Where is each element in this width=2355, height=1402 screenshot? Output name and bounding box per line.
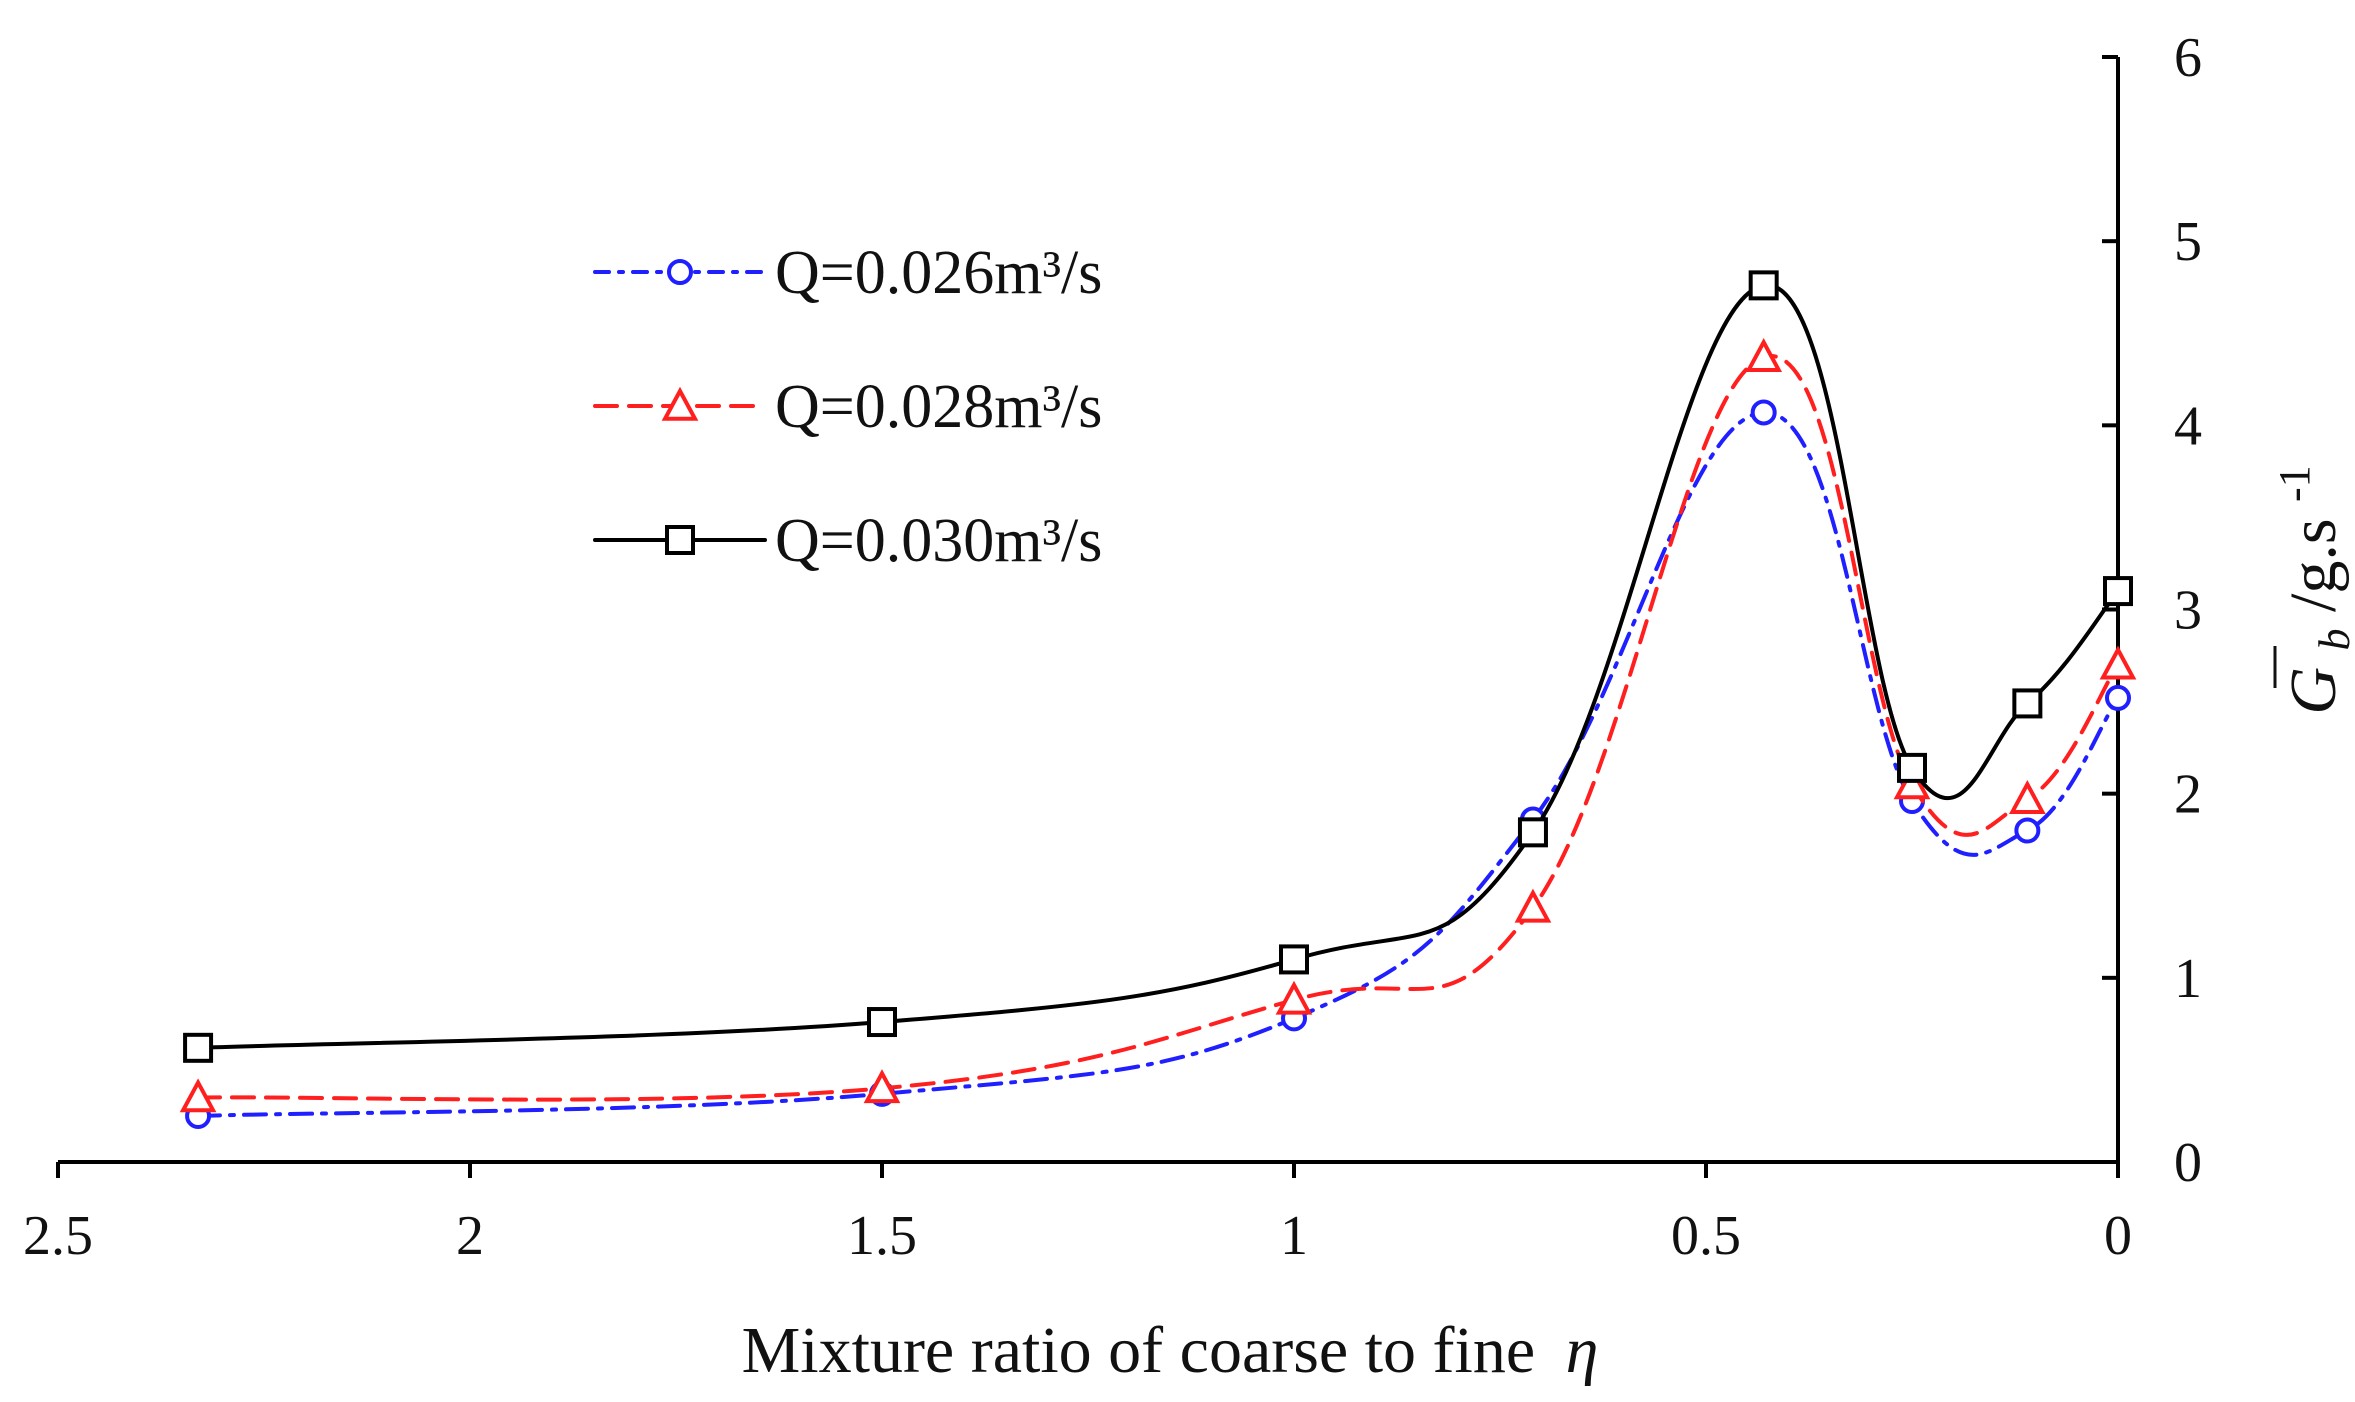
x-axis-title-text: Mixture ratio of coarse to fine (742, 1314, 1536, 1387)
y-tick-label: 5 (2174, 211, 2202, 273)
y-axis-title-subscript: b (2310, 629, 2355, 651)
legend-label: Q=0.030m³/s (775, 507, 1102, 575)
legend: Q=0.026m³/s Q=0.028m³/s Q=0.030m³/s (593, 239, 1102, 575)
data-point (1897, 752, 1927, 783)
y-axis-title-unit: /g.s (2277, 518, 2350, 612)
legend-entry: Q=0.030m³/s (593, 507, 1102, 575)
legend-label: Q=0.026m³/s (775, 239, 1102, 307)
x-tick-label: 0.5 (1671, 1205, 1741, 1267)
legend-label: Q=0.028m³/s (775, 373, 1102, 441)
series-line-3 (196, 283, 2120, 1050)
data-point (2009, 779, 2046, 814)
y-tick-label: 2 (2174, 764, 2202, 826)
legend-entry: Q=0.028m³/s (593, 373, 1102, 441)
x-tick-label: 1.5 (847, 1205, 917, 1267)
y-tick-label: 0 (2174, 1132, 2202, 1194)
axes: 2.5 2 1.5 1 0.5 00 1 2 3 4 5 6 (23, 27, 2202, 1267)
series-layer (179, 270, 2137, 1129)
y-tick-label: 1 (2174, 948, 2202, 1010)
legend-entry: Q=0.026m³/s (593, 239, 1102, 307)
y-tick-label: 4 (2174, 395, 2202, 457)
y-axis-title-variable: G (2277, 667, 2350, 715)
data-point (1750, 399, 1777, 426)
data-point (2012, 688, 2043, 719)
legend-marker (661, 386, 699, 421)
series-line-1 (196, 410, 2120, 1118)
legend-marker (665, 525, 695, 555)
x-axis-title-variable: η (1566, 1314, 1599, 1387)
data-point (1517, 817, 1548, 848)
data-point (863, 1069, 901, 1104)
series-line-2 (196, 354, 2120, 1102)
data-point (1745, 337, 1783, 372)
data-point (1748, 270, 1779, 301)
x-tick-label: 2 (456, 1205, 484, 1267)
series-3 (183, 270, 2133, 1063)
series-1 (185, 399, 2131, 1129)
series-2 (179, 337, 2137, 1113)
x-tick-label: 0 (2104, 1205, 2132, 1267)
data-point (179, 1078, 217, 1113)
data-point (1893, 765, 1931, 800)
data-point (867, 1007, 897, 1038)
data-point (1275, 980, 1313, 1015)
y-axis-title: G b /g.s -1 (2270, 465, 2355, 714)
y-tick-label: 6 (2174, 27, 2202, 89)
data-point (2099, 645, 2137, 680)
x-tick-label: 2.5 (23, 1205, 93, 1267)
data-point (183, 1032, 214, 1063)
data-point (1514, 888, 1552, 923)
y-axis-title-superscript: -1 (2270, 465, 2319, 502)
y-tick-label: 3 (2174, 580, 2202, 642)
data-point (1279, 944, 1309, 975)
x-axis-title: Mixture ratio of coarse to fine η (742, 1314, 1599, 1387)
legend-marker (667, 259, 693, 285)
data-point (2014, 817, 2041, 844)
x-tick-label: 1 (1280, 1205, 1308, 1267)
data-point (2103, 576, 2133, 607)
data-point (2105, 684, 2131, 711)
svg-text:G b /g.s: G b /g.s -1 (2270, 465, 2355, 714)
